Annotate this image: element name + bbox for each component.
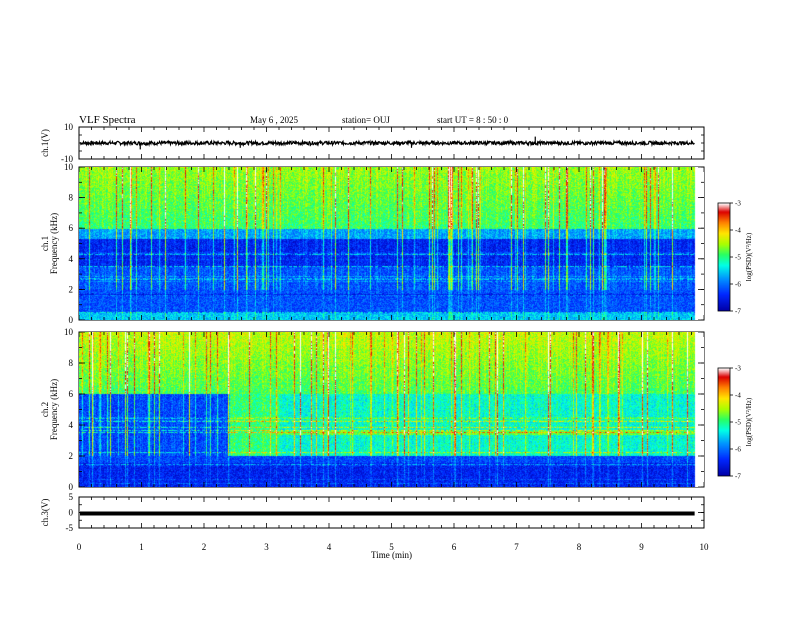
x-tick-label: 2 <box>202 542 207 552</box>
y-axis-title: ch.2 <box>40 402 50 417</box>
y-tick-label: 4 <box>69 420 74 430</box>
x-tick-label: 10 <box>700 542 710 552</box>
station-label: station= OUJ <box>342 115 390 125</box>
colorbar-title: log(PSD)(V²/Hz) <box>745 397 753 446</box>
ch2-spectrogram <box>79 332 704 487</box>
x-axis-title: Time (min) <box>371 550 412 560</box>
colorbar-tick-label: -6 <box>735 281 741 289</box>
colorbar-tick-label: -7 <box>735 473 741 481</box>
colorbar-tick-label: -5 <box>735 419 741 427</box>
y-tick-label: 4 <box>69 254 74 264</box>
y-tick-label: 10 <box>64 327 74 337</box>
y-tick-label: 2 <box>69 451 74 461</box>
y-axis-title: ch.1(V) <box>40 129 50 157</box>
x-tick-label: 3 <box>264 542 269 552</box>
x-tick-label: 0 <box>77 542 82 552</box>
y-tick-label: 8 <box>69 358 74 368</box>
colorbar-tick-label: -3 <box>735 200 741 208</box>
x-tick-label: 7 <box>514 542 519 552</box>
colorbar-tick-label: -6 <box>735 446 741 454</box>
x-tick-label: 5 <box>389 542 394 552</box>
y-tick-label: 8 <box>69 193 74 203</box>
colorbar-tick-label: -5 <box>735 254 741 262</box>
y-tick-label: 10 <box>64 122 74 132</box>
y-axis-title: ch.3(V) <box>40 499 50 527</box>
y-axis-title: ch.1 <box>40 236 50 251</box>
x-tick-label: 4 <box>327 542 332 552</box>
colorbar-title: log(PSD)(V²/Hz) <box>745 232 753 281</box>
figure-title: VLF Spectra <box>79 114 136 126</box>
ch1-waveform <box>79 138 695 148</box>
y-tick-label: 0 <box>69 482 74 492</box>
colorbar-tick-label: -3 <box>735 365 741 373</box>
y-tick-label: -5 <box>66 523 74 533</box>
y-tick-label: -10 <box>61 154 73 164</box>
y-tick-label: 10 <box>64 162 74 172</box>
y-tick-label: 0 <box>69 315 74 325</box>
colorbar-tick-label: -4 <box>735 227 741 235</box>
y-axis-title: Frequency (kHz) <box>49 379 59 440</box>
x-tick-label: 6 <box>452 542 457 552</box>
ch1-spectrogram <box>79 167 704 320</box>
colorbar-2 <box>718 368 730 476</box>
x-tick-label: 8 <box>577 542 582 552</box>
start-ut-label: start UT = 8 : 50 : 0 <box>437 115 509 125</box>
colorbar-tick-label: -4 <box>735 392 741 400</box>
y-axis-title: Frequency (kHz) <box>49 213 59 274</box>
x-tick-label: 9 <box>639 542 644 552</box>
y-tick-label: 5 <box>69 492 74 502</box>
y-tick-label: 6 <box>69 223 74 233</box>
colorbar-1 <box>718 203 730 311</box>
y-tick-label: 2 <box>69 284 74 294</box>
y-tick-label: 0 <box>69 508 74 518</box>
y-tick-label: 6 <box>69 389 74 399</box>
x-tick-label: 1 <box>139 542 144 552</box>
date-label: May 6 , 2025 <box>250 115 298 125</box>
colorbar-tick-label: -7 <box>735 308 741 316</box>
